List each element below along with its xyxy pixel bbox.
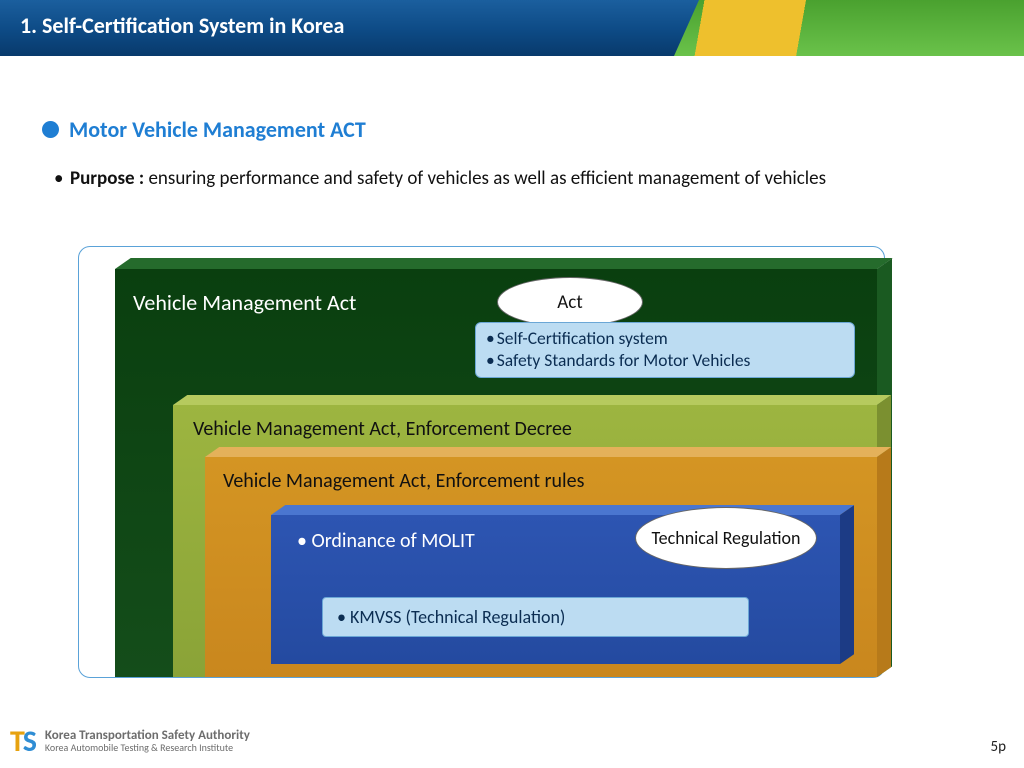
header-title: 1. Self-Certification System in Korea bbox=[20, 12, 344, 39]
purpose-text: ensuring performance and safety of vehic… bbox=[144, 167, 826, 190]
org-logo: TS Korea Transportation Safety Authority… bbox=[10, 723, 250, 760]
level-4-label: • Ordinance of MOLIT bbox=[297, 529, 475, 553]
act-ellipse-callout: Act bbox=[497, 277, 643, 327]
small-bullet-icon: • bbox=[54, 165, 63, 193]
bullet-icon bbox=[42, 121, 59, 138]
section-heading: Motor Vehicle Management ACT bbox=[69, 116, 366, 143]
section-heading-row: Motor Vehicle Management ACT bbox=[42, 116, 366, 143]
act-item: Self-Certification system bbox=[486, 327, 844, 349]
technical-regulation-ellipse: Technical Regulation bbox=[635, 507, 817, 569]
slide-header: 1. Self-Certification System in Korea bbox=[0, 0, 1024, 56]
org-name-line2: Korea Automobile Testing & Research Inst… bbox=[45, 743, 250, 754]
hierarchy-diagram: Vehicle Management Act Vehicle Managemen… bbox=[78, 246, 885, 678]
purpose-label: Purpose : bbox=[70, 167, 144, 190]
kmvss-callout: • KMVSS (Technical Regulation) bbox=[322, 597, 749, 637]
act-item: Safety Standards for Motor Vehicles bbox=[486, 349, 844, 371]
purpose-paragraph: • Purpose : ensuring performance and saf… bbox=[70, 165, 886, 193]
page-number: 5p bbox=[991, 738, 1006, 756]
header-accent-graphic bbox=[674, 0, 1024, 56]
ts-mark-icon: TS bbox=[10, 723, 35, 760]
level-2-label: Vehicle Management Act, Enforcement Decr… bbox=[193, 417, 572, 441]
act-items-callout: Self-Certification system Safety Standar… bbox=[475, 322, 855, 378]
slide-footer: TS Korea Transportation Safety Authority… bbox=[0, 716, 1024, 768]
level-3-label: Vehicle Management Act, Enforcement rule… bbox=[223, 469, 584, 493]
level-1-label: Vehicle Management Act bbox=[133, 289, 356, 316]
